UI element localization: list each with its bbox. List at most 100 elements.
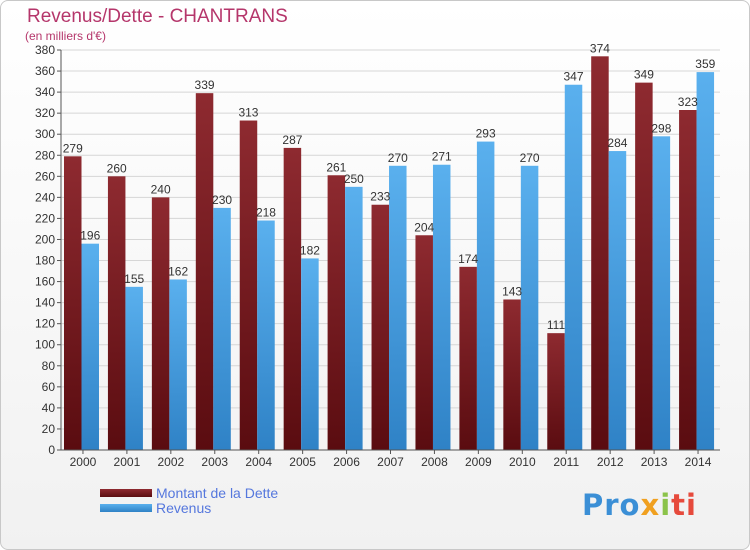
y-tick-label: 100: [35, 338, 55, 352]
data-label-revenue: 230: [212, 193, 232, 207]
x-tick-label: 2008: [421, 455, 448, 469]
data-label-revenue: 359: [695, 57, 715, 71]
bar-debt: [503, 299, 521, 450]
y-tick-label: 300: [35, 127, 55, 141]
bar-revenue: [257, 220, 275, 450]
y-tick-label: 140: [35, 296, 55, 310]
data-label-debt: 323: [678, 95, 698, 109]
data-label-debt: 233: [370, 190, 390, 204]
x-tick-label: 2004: [245, 455, 272, 469]
data-label-debt: 339: [195, 78, 215, 92]
data-label-debt: 279: [63, 141, 83, 155]
data-label-revenue: 162: [168, 264, 188, 278]
y-tick-label: 360: [35, 64, 55, 78]
y-tick-label: 20: [42, 422, 56, 436]
bar-revenue: [301, 258, 319, 450]
data-label-revenue: 270: [388, 151, 408, 165]
data-label-debt: 240: [151, 182, 171, 196]
y-tick-label: 160: [35, 275, 55, 289]
x-tick-label: 2003: [201, 455, 228, 469]
y-tick-label: 60: [42, 380, 56, 394]
logo-part-2: x: [640, 488, 661, 522]
x-axis-ticks: 2000 2001 2002 2003 2004 2005 2006 2007 2008 2009…: [70, 450, 712, 469]
data-label-debt: 374: [590, 41, 610, 55]
bars: [64, 56, 715, 451]
y-tick-label: 220: [35, 211, 55, 225]
bar-revenue: [476, 141, 495, 450]
bar-debt: [195, 93, 214, 450]
bar-revenue: [608, 151, 627, 451]
data-label-revenue: 298: [651, 121, 671, 135]
x-tick-label: 2002: [157, 455, 184, 469]
data-label-debt: 287: [282, 133, 302, 147]
legend-swatch-revenue: [100, 504, 152, 512]
data-label-debt: 261: [326, 160, 346, 174]
y-tick-label: 200: [35, 232, 55, 246]
bar-debt: [107, 176, 126, 450]
data-label-revenue: 270: [520, 151, 540, 165]
bar-debt: [64, 156, 82, 450]
x-tick-label: 2005: [289, 455, 316, 469]
data-label-debt: 260: [107, 161, 127, 175]
x-tick-label: 2010: [509, 455, 536, 469]
bar-debt: [415, 235, 433, 450]
x-tick-label: 2013: [641, 455, 668, 469]
y-tick-label: 320: [35, 106, 55, 120]
bar-debt: [283, 147, 302, 451]
logo-part-1: Pro: [582, 488, 641, 522]
data-label-debt: 204: [414, 220, 434, 234]
x-tick-label: 2007: [377, 455, 404, 469]
y-tick-label: 80: [42, 359, 56, 373]
bar-debt: [459, 266, 477, 450]
y-tick-label: 260: [35, 169, 55, 183]
bar-revenue: [81, 243, 99, 450]
data-label-debt: 174: [458, 252, 478, 266]
x-tick-label: 2000: [70, 455, 97, 469]
data-label-revenue: 347: [564, 70, 584, 84]
legend-swatch-debt: [100, 489, 152, 497]
data-label-revenue: 218: [256, 206, 276, 220]
x-tick-label: 2006: [333, 455, 360, 469]
data-label-revenue: 182: [300, 243, 320, 257]
bar-debt: [547, 333, 565, 450]
data-label-revenue: 284: [607, 136, 627, 150]
bar-debt: [635, 82, 653, 450]
data-label-debt: 313: [238, 106, 258, 120]
bar-debt: [327, 175, 346, 450]
bar-debt: [371, 204, 390, 450]
data-label-revenue: 250: [344, 172, 364, 186]
data-label-revenue: 155: [124, 272, 144, 286]
data-label-debt: 349: [634, 68, 654, 82]
data-label-revenue: 271: [432, 150, 452, 164]
y-tick-label: 340: [35, 85, 55, 99]
legend-label-revenue: Revenus: [156, 500, 212, 516]
bar-revenue: [564, 84, 583, 450]
bar-revenue: [125, 286, 143, 450]
y-tick-label: 180: [35, 254, 55, 268]
chart-title: Revenus/Dette - CHANTRANS: [27, 6, 288, 27]
x-tick-label: 2009: [465, 455, 492, 469]
bar-revenue: [169, 279, 187, 450]
bar-revenue: [652, 136, 671, 450]
logo-part-4: ti: [671, 488, 697, 522]
bar-debt: [591, 56, 609, 450]
y-tick-label: 40: [42, 401, 56, 415]
bar-revenue: [696, 72, 715, 451]
x-tick-label: 2014: [685, 455, 712, 469]
data-label-revenue: 293: [476, 127, 496, 141]
bar-revenue: [520, 165, 539, 450]
data-label-debt: 143: [502, 284, 522, 298]
bar-revenue: [213, 207, 231, 450]
data-labels: 2791962601552401623392303132182871822612…: [63, 41, 716, 332]
proxiti-logo: Proxiti: [582, 488, 697, 522]
data-label-revenue: 196: [80, 229, 100, 243]
bar-revenue: [345, 186, 363, 450]
legend-label-debt: Montant de la Dette: [156, 485, 279, 501]
bar-debt: [239, 120, 258, 451]
x-tick-label: 2001: [114, 455, 141, 469]
logo-part-3: i: [660, 488, 672, 522]
y-tick-label: 380: [35, 43, 55, 57]
y-tick-label: 240: [35, 190, 55, 204]
y-axis-ticks: 0 20 40 60 80 100 120 140 160 180 200 220 240 260 280 3…: [35, 43, 61, 457]
